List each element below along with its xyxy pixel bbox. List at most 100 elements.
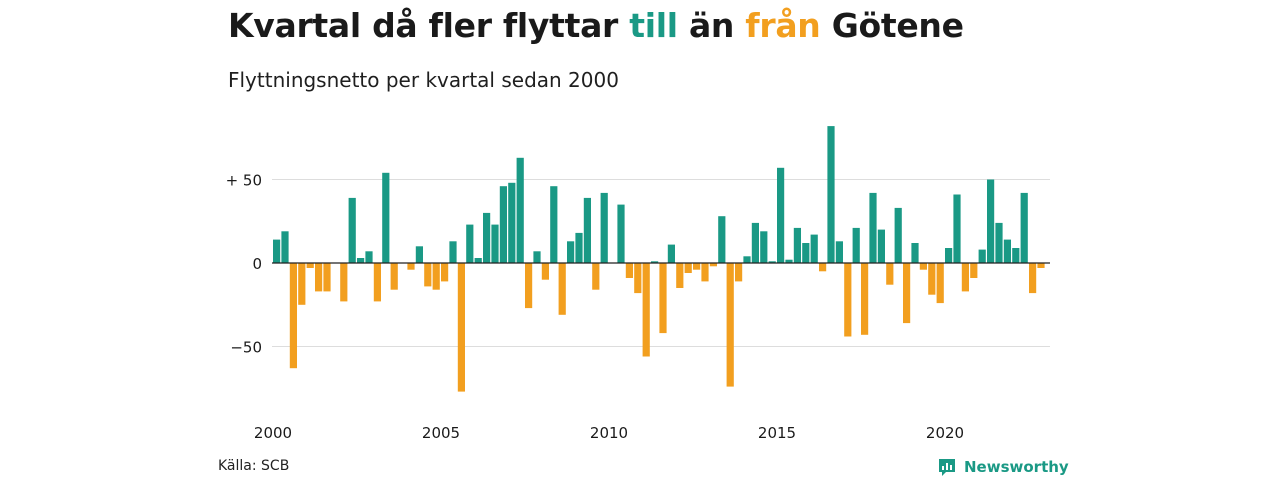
x-tick-label: 2015 <box>758 424 796 442</box>
bar <box>709 263 717 267</box>
bar <box>835 241 843 263</box>
x-axis-ticks: 2000 2005 2010 2015 2020 <box>254 424 964 442</box>
bar <box>928 263 936 295</box>
bar <box>592 263 600 290</box>
bar <box>953 194 961 263</box>
logo-text: Newsworthy <box>964 458 1069 476</box>
bar <box>491 224 499 263</box>
bar <box>281 231 289 263</box>
bar <box>357 258 365 263</box>
bar <box>827 126 835 263</box>
bar <box>743 256 751 263</box>
bar <box>1037 263 1045 268</box>
bar <box>575 232 583 263</box>
title-part-3: Götene <box>820 6 964 45</box>
bar <box>751 222 759 263</box>
bar <box>390 263 398 290</box>
title-highlight-in: till <box>629 6 678 45</box>
bar <box>306 263 314 268</box>
bar <box>340 263 348 302</box>
bar <box>802 243 810 263</box>
bar <box>432 263 440 290</box>
bar <box>760 231 768 263</box>
bar <box>298 263 306 305</box>
bar <box>516 157 524 263</box>
bar <box>373 263 381 302</box>
bar <box>449 241 457 263</box>
bars <box>273 126 1045 392</box>
bar <box>1003 239 1011 263</box>
bar <box>1012 248 1020 263</box>
bar <box>407 263 415 270</box>
bar <box>550 186 558 263</box>
bar <box>348 197 356 263</box>
bar <box>777 167 785 263</box>
bar <box>852 227 860 263</box>
bar <box>785 259 793 263</box>
bar <box>844 263 852 337</box>
bar <box>768 261 776 263</box>
bar <box>877 229 885 263</box>
bar <box>1020 192 1028 263</box>
source-note: Källa: SCB <box>218 458 290 474</box>
title-highlight-out: från <box>745 6 821 45</box>
chart-subtitle: Flyttningsnetto per kvartal sedan 2000 <box>228 68 619 92</box>
bar <box>919 263 927 270</box>
bar <box>894 207 902 263</box>
bar <box>701 263 709 282</box>
bar <box>995 222 1003 263</box>
bar <box>978 249 986 263</box>
bar-chart-icon <box>939 459 955 476</box>
bar <box>642 263 650 357</box>
bar <box>970 263 978 278</box>
title-part-2: än <box>677 6 746 45</box>
bar <box>726 263 734 387</box>
bar <box>936 263 944 304</box>
bar <box>961 263 969 292</box>
bar <box>693 263 701 270</box>
bar <box>457 263 465 392</box>
y-tick-label: + 50 <box>226 172 262 190</box>
bar <box>508 182 516 263</box>
bar <box>617 204 625 263</box>
bar <box>1029 263 1037 294</box>
bar <box>525 263 533 309</box>
bar <box>365 251 373 263</box>
bar <box>886 263 894 285</box>
bar <box>558 263 566 315</box>
bar <box>625 263 633 278</box>
bar <box>634 263 642 294</box>
x-tick-label: 2010 <box>590 424 628 442</box>
bar <box>987 179 995 263</box>
y-tick-label: −50 <box>230 339 262 357</box>
y-tick-label: 0 <box>252 255 262 273</box>
bar <box>583 197 591 263</box>
bar <box>483 212 491 263</box>
bar <box>861 263 869 335</box>
bar <box>659 263 667 334</box>
bar <box>499 186 507 263</box>
bar <box>735 263 743 282</box>
bar <box>466 224 474 263</box>
gridlines <box>272 179 1050 347</box>
x-tick-label: 2005 <box>422 424 460 442</box>
bar <box>945 248 953 263</box>
y-axis-ticks: + 50 0 −50 <box>226 172 262 357</box>
bar <box>684 263 692 273</box>
bar <box>415 246 423 263</box>
chart-title: Kvartal då fler flyttar till än från Göt… <box>228 6 964 45</box>
bar <box>474 258 482 263</box>
bar <box>273 239 281 263</box>
bar <box>911 243 919 263</box>
newsworthy-logo[interactable]: Newsworthy <box>937 457 1069 477</box>
x-tick-label: 2020 <box>926 424 964 442</box>
bar <box>793 227 801 263</box>
bar <box>382 172 390 263</box>
bar <box>667 244 675 263</box>
bar <box>600 192 608 263</box>
bar <box>819 263 827 272</box>
bar <box>567 241 575 263</box>
bar <box>651 261 659 263</box>
bar <box>810 234 818 263</box>
